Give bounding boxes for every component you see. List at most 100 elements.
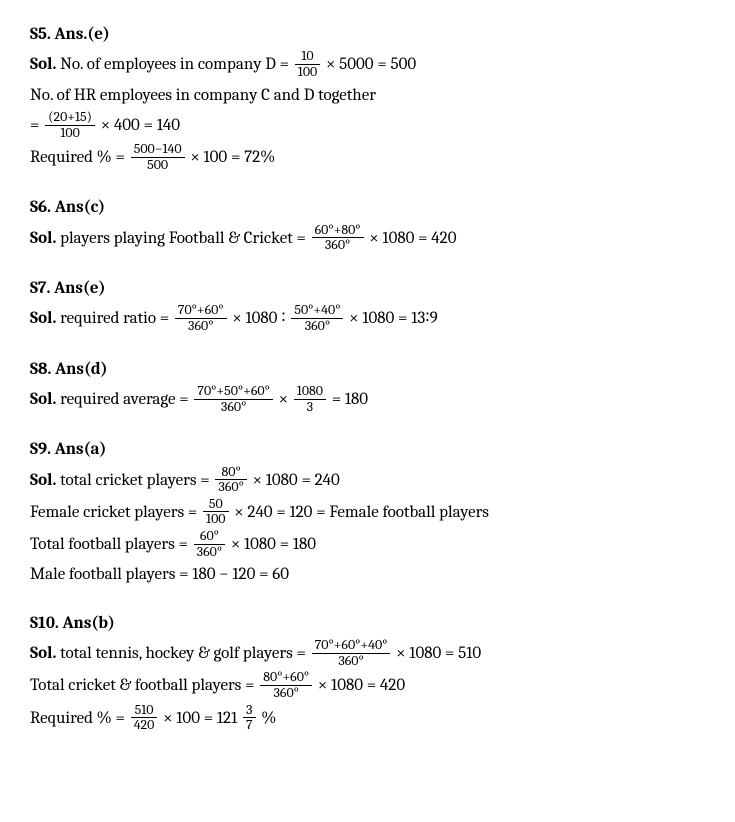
denominator: 360° xyxy=(312,653,391,669)
numerator: 10 xyxy=(295,49,320,64)
denominator: 360° xyxy=(194,399,272,415)
text: × 1080 = 510 xyxy=(392,644,481,663)
text: × 100 = 72% xyxy=(187,148,276,167)
solution-s6: S6. Ans(c) Sol. players playing Football… xyxy=(30,195,705,254)
denominator: 360° xyxy=(260,685,312,701)
fraction: 70°+50°+60°360° xyxy=(194,384,272,414)
s8-heading: S8. Ans(d) xyxy=(30,357,705,383)
numerator: 70°+60°+40° xyxy=(312,638,391,653)
text: players playing Football & Cricket = xyxy=(56,229,309,248)
numerator: 70°+60° xyxy=(175,303,227,318)
text: = 180 xyxy=(328,390,368,409)
sol-label: Sol. xyxy=(30,644,56,663)
s6-line1: Sol. players playing Football & Cricket … xyxy=(30,224,705,254)
text: required average = xyxy=(56,390,192,409)
denominator: 360° xyxy=(312,237,364,253)
s9-line1: Sol. total cricket players = 80°360° × 1… xyxy=(30,466,705,496)
fraction: 80°+60°360° xyxy=(260,670,312,700)
numerator: 80° xyxy=(215,465,246,480)
fraction: (20+15)100 xyxy=(45,110,95,140)
sol-label: Sol. xyxy=(30,309,56,328)
denominator: 3 xyxy=(294,399,326,415)
numerator: 500−140 xyxy=(131,142,185,157)
fraction: 60°360° xyxy=(194,529,225,559)
denominator: 360° xyxy=(194,544,225,560)
numerator: 1080 xyxy=(294,384,326,399)
numerator: 50°+40° xyxy=(291,303,343,318)
s5-line3: = (20+15)100 × 400 = 140 xyxy=(30,111,705,141)
text: total tennis, hockey & golf players = xyxy=(56,644,309,663)
text: Total cricket & football players = xyxy=(30,676,258,695)
text: × xyxy=(275,390,292,409)
fraction: 10100 xyxy=(295,49,320,79)
fraction: 70°+60°360° xyxy=(175,303,227,333)
s10-line1: Sol. total tennis, hockey & golf players… xyxy=(30,639,705,669)
text: = xyxy=(30,116,43,135)
fraction: 50°+40°360° xyxy=(291,303,343,333)
s9-heading: S9. Ans(a) xyxy=(30,437,705,463)
s5-line4: Required % = 500−140500 × 100 = 72% xyxy=(30,143,705,173)
denominator: 100 xyxy=(45,125,95,141)
s7-line1: Sol. required ratio = 70°+60°360° × 1080… xyxy=(30,304,705,334)
fraction: 37 xyxy=(243,703,256,733)
fraction: 500−140500 xyxy=(131,142,185,172)
text: × 400 = 140 xyxy=(97,116,180,135)
text: × 5000 = 500 xyxy=(322,55,416,74)
s9-line2: Female cricket players = 50100 × 240 = 1… xyxy=(30,498,705,528)
text: × 1080 = 13∶9 xyxy=(345,309,437,328)
solution-s7: S7. Ans(e) Sol. required ratio = 70°+60°… xyxy=(30,276,705,335)
fraction: 510420 xyxy=(131,703,158,733)
fraction: 50100 xyxy=(203,497,228,527)
s9-line3: Total football players = 60°360° × 1080 … xyxy=(30,530,705,560)
sol-label: Sol. xyxy=(30,390,56,409)
denominator: 360° xyxy=(175,318,227,334)
text: × 100 = 121 xyxy=(159,709,241,728)
numerator: 60° xyxy=(194,529,225,544)
text: × 1080 = 240 xyxy=(249,471,340,490)
text: Female cricket players = xyxy=(30,503,201,522)
fraction: 80°360° xyxy=(215,465,246,495)
numerator: 80°+60° xyxy=(260,670,312,685)
denominator: 500 xyxy=(131,157,185,173)
text: × 1080 = 180 xyxy=(227,535,316,554)
denominator: 360° xyxy=(291,318,343,334)
text: Required % = xyxy=(30,148,129,167)
denominator: 7 xyxy=(243,717,256,733)
numerator: (20+15) xyxy=(45,110,95,125)
text: No. of employees in company D = xyxy=(56,55,292,74)
denominator: 360° xyxy=(215,479,246,495)
text: % xyxy=(258,709,277,728)
s8-line1: Sol. required average = 70°+50°+60°360° … xyxy=(30,385,705,415)
numerator: 3 xyxy=(243,703,256,718)
s6-heading: S6. Ans(c) xyxy=(30,195,705,221)
text: × 240 = 120 = Female football players xyxy=(231,503,489,522)
text: Required % = xyxy=(30,709,129,728)
s10-line2: Total cricket & football players = 80°+6… xyxy=(30,671,705,701)
text: × 1080 = 420 xyxy=(314,676,405,695)
solution-s10: S10. Ans(b) Sol. total tennis, hockey & … xyxy=(30,611,705,734)
s7-heading: S7. Ans(e) xyxy=(30,276,705,302)
solution-s5: S5. Ans.(e) Sol. No. of employees in com… xyxy=(30,22,705,173)
fraction: 70°+60°+40°360° xyxy=(312,638,391,668)
denominator: 100 xyxy=(203,511,228,527)
fraction: 60°+80°360° xyxy=(312,223,364,253)
s10-line3: Required % = 510420 × 100 = 121 37 % xyxy=(30,704,705,734)
text: total cricket players = xyxy=(56,471,213,490)
numerator: 60°+80° xyxy=(312,223,364,238)
s9-line4: Male football players = 180 − 120 = 60 xyxy=(30,562,705,588)
fraction: 10803 xyxy=(294,384,326,414)
text: × 1080 = 420 xyxy=(366,229,457,248)
numerator: 50 xyxy=(203,497,228,512)
solution-s8: S8. Ans(d) Sol. required average = 70°+5… xyxy=(30,357,705,416)
solution-s9: S9. Ans(a) Sol. total cricket players = … xyxy=(30,437,705,588)
numerator: 510 xyxy=(131,703,158,718)
s5-heading: S5. Ans.(e) xyxy=(30,22,705,48)
denominator: 420 xyxy=(131,717,158,733)
s10-heading: S10. Ans(b) xyxy=(30,611,705,637)
denominator: 100 xyxy=(295,64,320,80)
text: Total football players = xyxy=(30,535,192,554)
sol-label: Sol. xyxy=(30,55,56,74)
sol-label: Sol. xyxy=(30,229,56,248)
s5-line1: Sol. No. of employees in company D = 101… xyxy=(30,50,705,80)
sol-label: Sol. xyxy=(30,471,56,490)
